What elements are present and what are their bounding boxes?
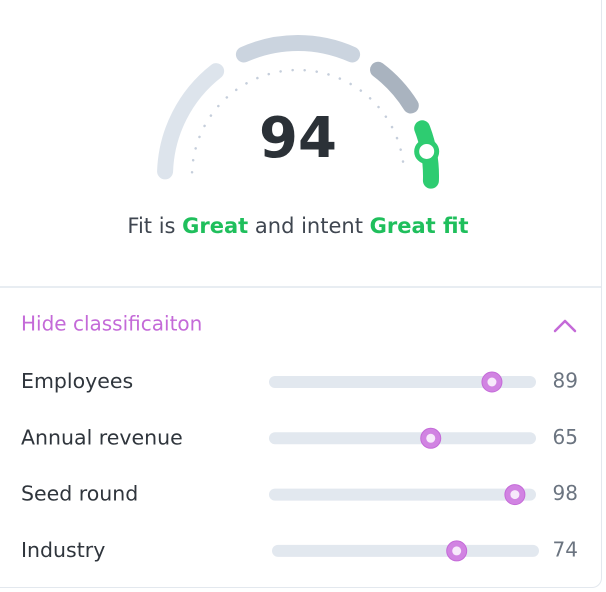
row-label: Industry — [21, 538, 105, 562]
fit-grade: Great — [182, 214, 248, 238]
row-value: 74 — [553, 537, 578, 561]
row-label: Annual revenue — [21, 425, 183, 449]
fit-prefix: Fit is — [127, 214, 175, 238]
slider-knob-center — [426, 433, 436, 443]
gauge-segment — [235, 35, 361, 63]
row-value: 98 — [553, 481, 578, 505]
intent-prefix: and intent — [255, 214, 363, 238]
slider-knob-center — [510, 490, 520, 500]
gauge-segment — [157, 63, 225, 180]
row-label: Employees — [21, 369, 133, 393]
intent-grade: Great fit — [370, 214, 469, 238]
score: 94 — [259, 106, 337, 171]
slider-knob-center — [487, 377, 497, 387]
gauge-knob — [414, 138, 440, 164]
fit-summary: Fit is Great and intent Great fit — [127, 214, 468, 238]
gauge-segment — [370, 61, 419, 114]
row-value: 89 — [553, 369, 578, 393]
toggle-classification[interactable]: Hide classificaiton — [21, 312, 202, 336]
row-label: Seed round — [21, 482, 138, 506]
slider-knob-center — [452, 546, 462, 556]
collapse-chevron[interactable] — [553, 319, 577, 333]
gauge-dotted-arc — [190, 68, 406, 174]
row-value: 65 — [553, 425, 578, 449]
